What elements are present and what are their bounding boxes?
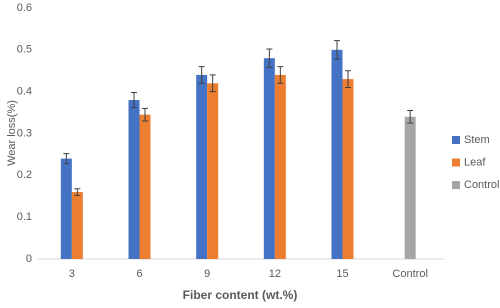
bar [274, 74, 286, 259]
bar [342, 79, 354, 259]
bar [139, 114, 151, 259]
x-tick-label: 15 [336, 268, 348, 280]
legend-swatch [452, 158, 460, 167]
legend-swatch [452, 181, 460, 189]
error-bar [198, 66, 205, 84]
y-tick-label: 0.2 [17, 169, 32, 181]
x-tick-label: 12 [269, 268, 281, 280]
error-bar [266, 48, 273, 68]
error-bar [345, 70, 351, 88]
error-bar [277, 66, 284, 84]
y-tick-label: 0.4 [17, 86, 32, 98]
x-tick-label: 6 [136, 268, 142, 280]
error-bar [209, 74, 216, 93]
bar [60, 158, 72, 259]
y-tick-label: 0.1 [17, 211, 32, 223]
bar [128, 100, 140, 260]
bar [207, 83, 219, 259]
bar [263, 58, 275, 260]
error-bar [334, 40, 340, 60]
bar [71, 192, 83, 259]
bar [196, 74, 208, 259]
y-tick-label: 0.6 [17, 2, 32, 14]
y-tick-label: 0.3 [17, 127, 32, 139]
legend-label: Stem [464, 134, 490, 146]
error-bar [74, 188, 81, 196]
x-axis-title: Fiber content (wt.%) [183, 288, 298, 302]
bar [404, 116, 416, 260]
x-tick-label: 3 [69, 268, 75, 280]
y-tick-label: 0.5 [17, 44, 32, 56]
x-tick-label: Control [392, 268, 427, 280]
error-bar [407, 109, 414, 124]
y-axis-title: Wear loss(%) [6, 100, 18, 166]
error-bar [131, 92, 137, 109]
error-bar [142, 107, 148, 122]
legend-label: Leaf [464, 156, 486, 168]
x-tick-label: 9 [204, 268, 210, 280]
legend-label: Control [464, 179, 499, 191]
bar [331, 49, 343, 260]
y-tick-label: 0 [26, 253, 32, 265]
legend-swatch [452, 136, 460, 144]
error-bar [63, 153, 70, 165]
